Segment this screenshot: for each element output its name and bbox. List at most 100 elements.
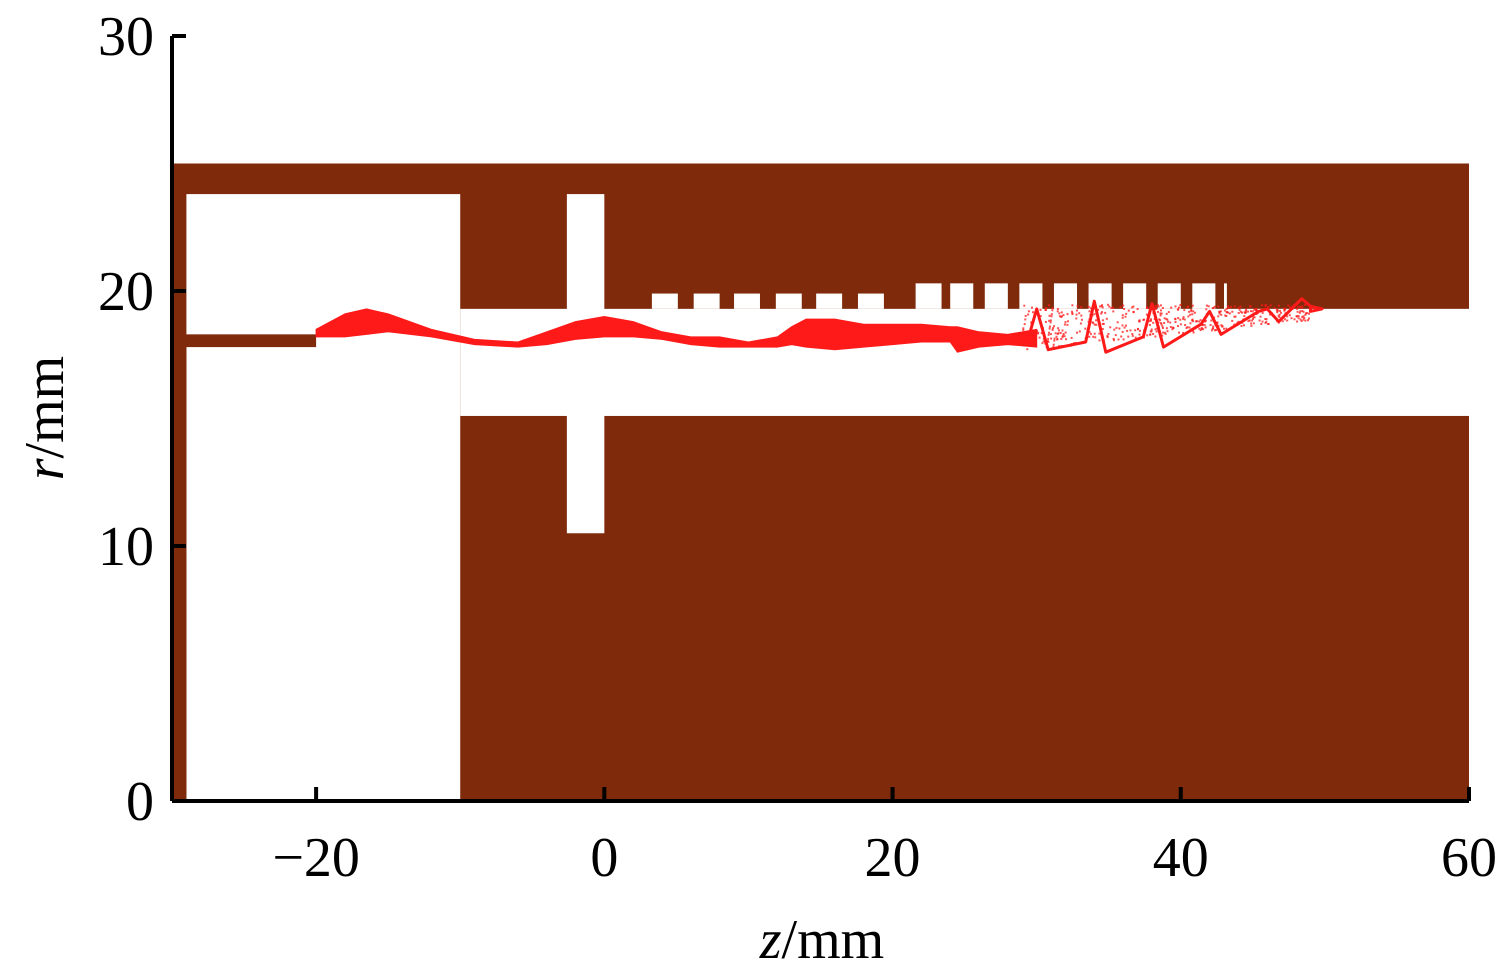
beam-particle	[1174, 321, 1177, 323]
beam-particle	[1084, 327, 1087, 330]
beam-particle	[1272, 315, 1275, 318]
beam-particle	[1251, 310, 1254, 313]
beam-particle	[1127, 309, 1130, 312]
beam-particle	[1265, 320, 1268, 323]
beam-particle	[1193, 327, 1196, 330]
beam-particle	[1243, 311, 1246, 314]
beam-particle	[1217, 324, 1220, 327]
beam-particle	[1022, 329, 1025, 331]
beam-particle	[1092, 335, 1095, 338]
beam-particle	[1152, 333, 1155, 335]
beam-particle	[1101, 319, 1104, 322]
beam-particle	[1048, 304, 1050, 307]
beam-particle	[1178, 331, 1180, 334]
beam-particle	[1184, 324, 1187, 326]
beam-particle	[1109, 326, 1112, 329]
beam-particle	[1027, 333, 1030, 336]
beam-particle	[1048, 314, 1051, 317]
beam-particle	[1170, 306, 1173, 309]
beam-particle	[1080, 314, 1083, 317]
beam-particle	[1216, 321, 1219, 324]
beam-particle	[1112, 310, 1115, 313]
beam-particle	[1255, 309, 1258, 312]
y-tick-label: 0	[126, 771, 154, 833]
beam-particle	[1297, 315, 1300, 317]
beam-particle	[1205, 312, 1208, 315]
beam-particle	[1264, 318, 1267, 320]
beam-particle	[1080, 306, 1083, 309]
beam-particle	[1051, 307, 1054, 310]
beam-particle	[1190, 309, 1193, 311]
beam-particle	[1149, 333, 1152, 336]
beam-particle	[1048, 319, 1051, 322]
beam-particle	[1261, 304, 1264, 307]
beam-particle	[1231, 319, 1234, 322]
beam-particle	[1051, 309, 1054, 312]
beam-particle	[1296, 310, 1299, 313]
beam-particle	[1241, 311, 1243, 314]
beam-particle	[1112, 337, 1115, 340]
beam-particle	[1238, 308, 1241, 311]
beam-particle	[1169, 326, 1172, 328]
beam-particle	[1289, 306, 1292, 309]
beam-particle	[1050, 315, 1053, 318]
beam-particle	[1101, 322, 1104, 325]
beam-particle	[1303, 304, 1306, 306]
beam-particle	[1174, 305, 1177, 308]
slow-wave-slot-5	[816, 293, 843, 309]
beam-particle	[1214, 329, 1216, 332]
beam-particle	[1121, 330, 1124, 333]
beam-particle	[1193, 311, 1196, 314]
beam-particle	[1276, 320, 1279, 323]
beam-particle	[1075, 317, 1078, 320]
beam-particle	[1247, 310, 1250, 313]
extractor-slot	[566, 194, 605, 534]
beam-particle	[1183, 318, 1186, 321]
beam-particle	[1152, 321, 1155, 324]
beam-particle	[1039, 308, 1042, 311]
beam-particle	[1065, 338, 1067, 341]
beam-particle	[1118, 327, 1121, 330]
beam-particle	[1121, 324, 1124, 327]
beam-particle	[1045, 346, 1048, 349]
beam-particle	[1204, 319, 1207, 322]
beam-particle	[1150, 328, 1153, 331]
beam-particle	[1286, 319, 1289, 322]
beam-particle	[1078, 330, 1081, 333]
beam-particle	[1210, 329, 1213, 332]
beam-particle	[1070, 344, 1073, 347]
beam-particle	[1121, 316, 1124, 319]
beam-particle	[1204, 326, 1207, 329]
beam-particle	[1156, 304, 1159, 307]
beam-particle	[1306, 312, 1309, 315]
beam-particle	[1134, 336, 1137, 339]
slow-wave-slot-4	[775, 293, 802, 309]
beam-particle	[1117, 338, 1120, 341]
beam-particle	[1162, 327, 1164, 329]
beam-particle	[1030, 326, 1033, 329]
beam-particle	[1200, 328, 1203, 330]
beam-particle	[1056, 338, 1059, 340]
beam-particle	[1223, 309, 1226, 312]
beam-particle	[1299, 305, 1302, 308]
beam-particle	[1293, 318, 1296, 321]
beam-particle	[1097, 308, 1099, 311]
beam-particle	[1060, 315, 1063, 318]
beam-particle	[1154, 328, 1157, 331]
beam-particle	[1157, 327, 1160, 330]
beam-particle	[1088, 331, 1091, 334]
beam-particle	[1172, 327, 1175, 329]
beam-particle	[1207, 305, 1210, 308]
beam-particle	[1182, 332, 1185, 334]
beam-particle	[1059, 332, 1062, 334]
beam-particle	[1245, 308, 1248, 311]
beam-particle	[1279, 309, 1281, 312]
y-tick-label: 10	[98, 516, 154, 578]
plot-area	[172, 163, 1469, 802]
beam-particle	[1263, 308, 1265, 311]
beam-particle	[1223, 327, 1225, 330]
beam-particle	[1039, 315, 1042, 318]
beam-particle	[1060, 338, 1063, 340]
beam-particle	[1277, 304, 1280, 307]
beam-particle	[1076, 305, 1079, 308]
